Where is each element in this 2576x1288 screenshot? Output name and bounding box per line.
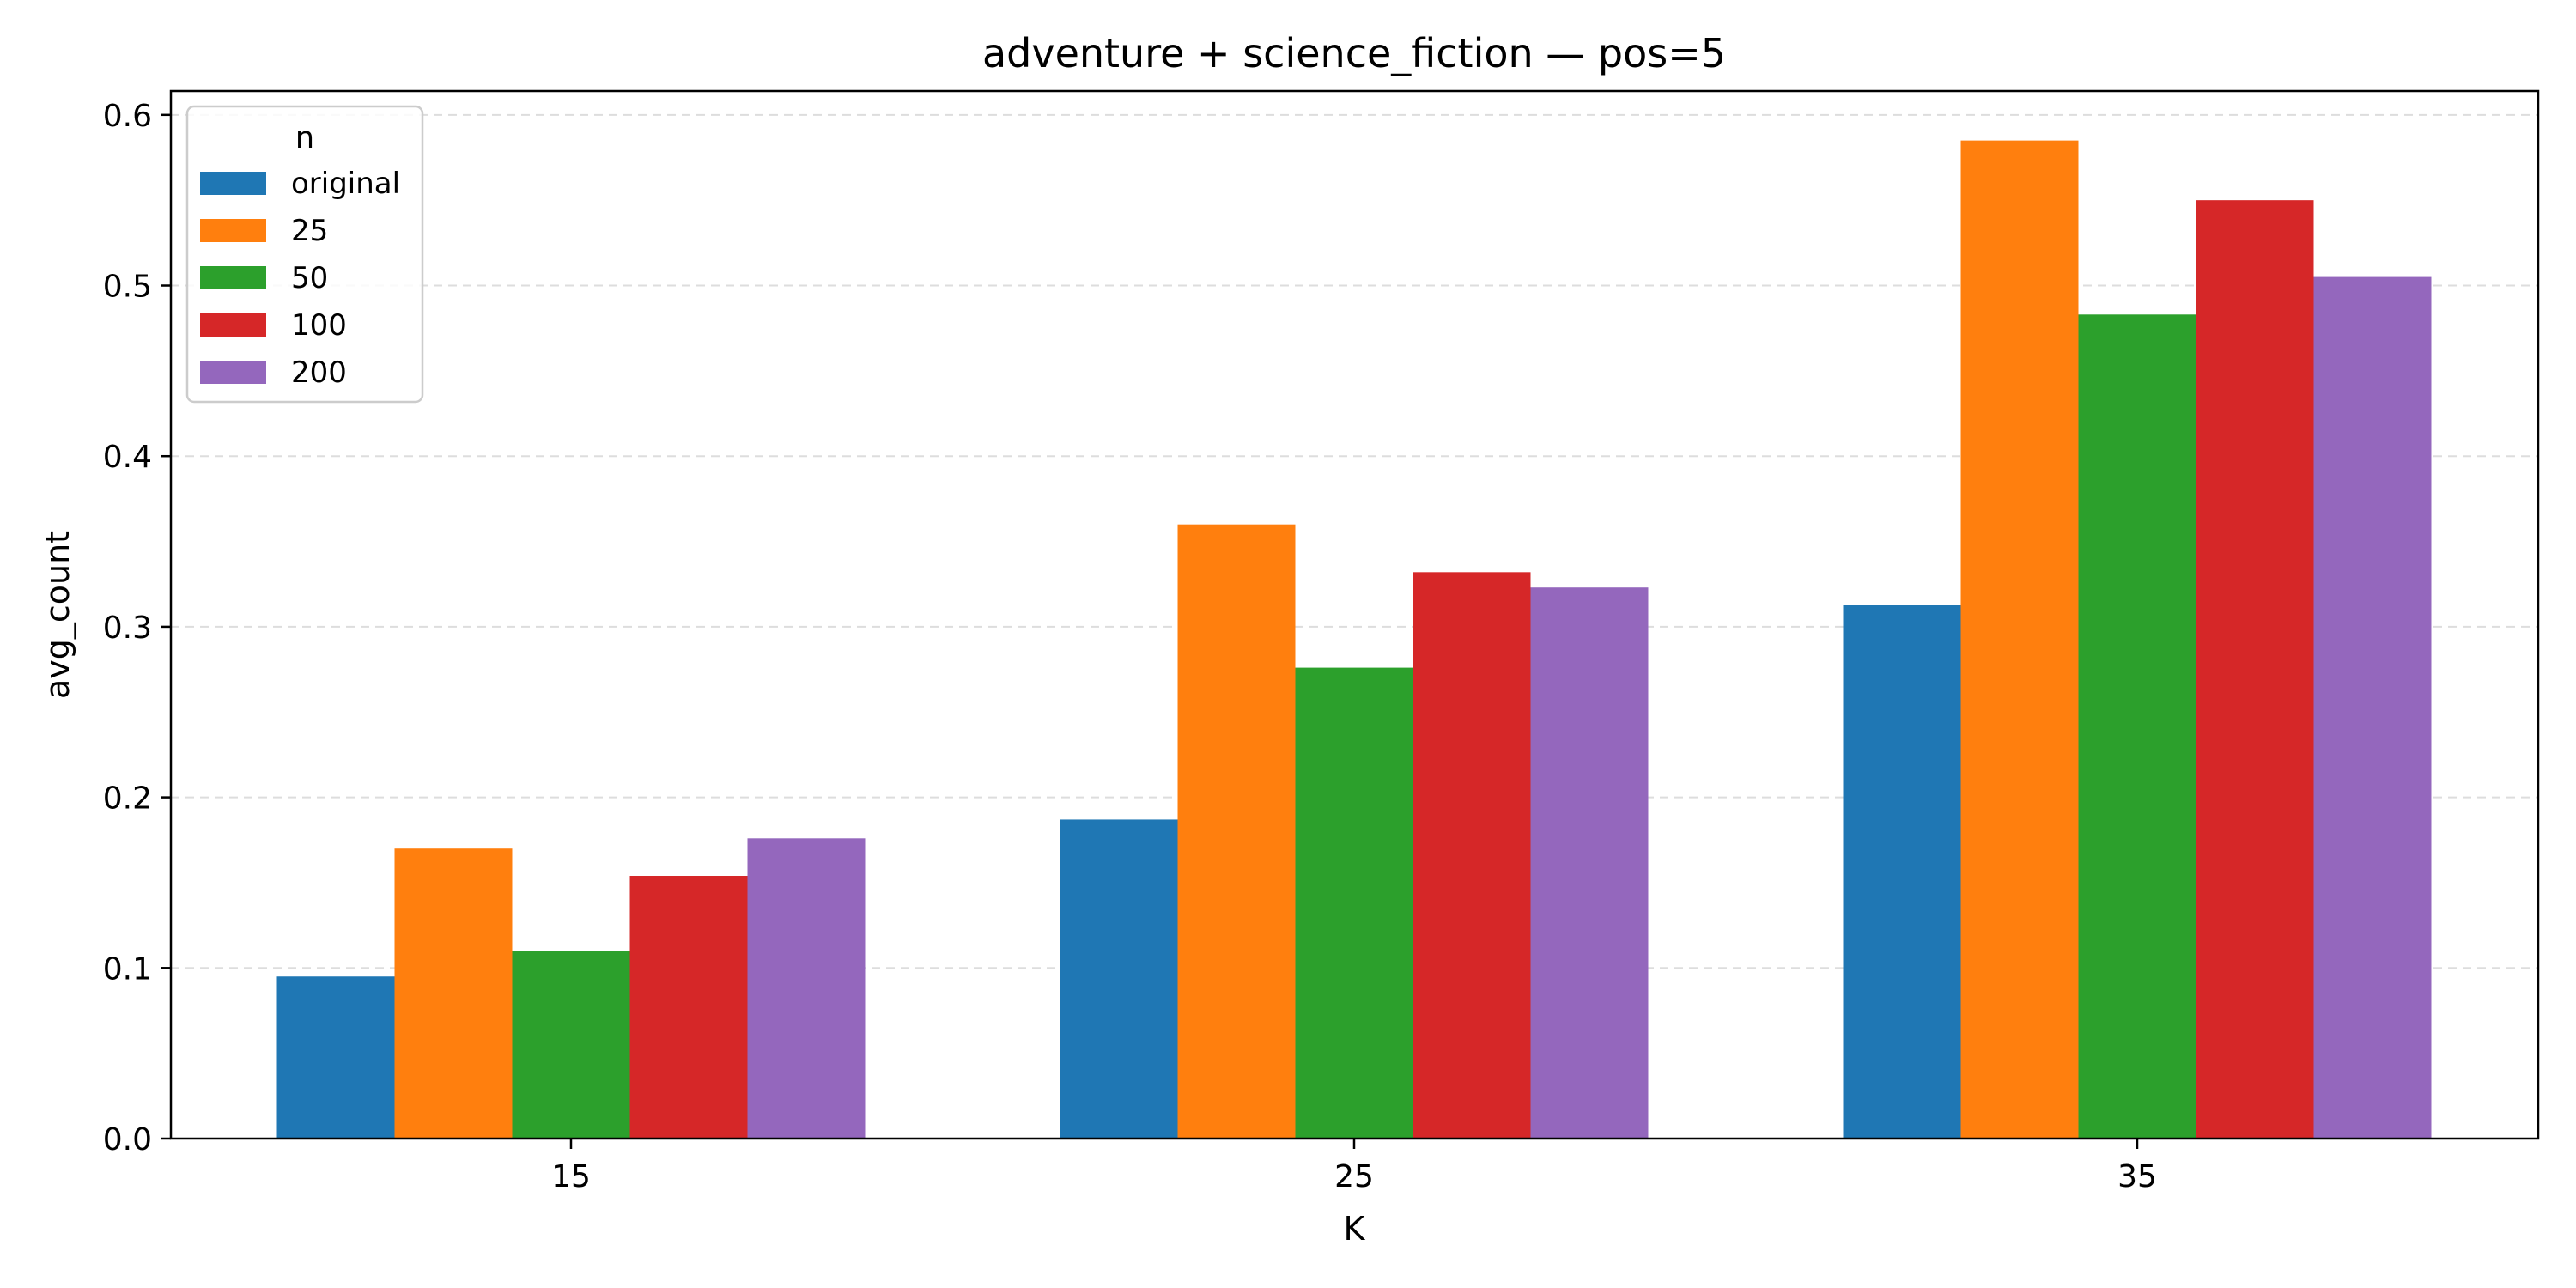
- y-axis-ticks: 0.0 0.1 0.2 0.3 0.4 0.5 0.6: [103, 99, 171, 1157]
- legend-swatch-original: [200, 172, 266, 195]
- chart-title: adventure + science_fiction — pos=5: [982, 30, 1726, 76]
- legend-swatch-25: [200, 219, 266, 242]
- legend-swatch-50: [200, 266, 266, 289]
- legend-label-200: 200: [291, 355, 347, 390]
- bar-25-k35: [1960, 140, 2079, 1139]
- legend: n original 25 50 100 200: [185, 105, 424, 404]
- legend-swatch-100: [200, 313, 266, 337]
- legend-title: n: [295, 121, 314, 155]
- y-tick-label: 0.6: [103, 99, 152, 134]
- y-tick-label: 0.1: [103, 951, 152, 987]
- y-tick-label: 0.2: [103, 781, 152, 817]
- bar-25-k25: [1177, 524, 1296, 1139]
- y-tick-label: 0.0: [103, 1122, 152, 1157]
- x-axis-label: K: [1344, 1210, 1366, 1248]
- bar-25-k15: [394, 848, 513, 1139]
- bars: [276, 140, 2432, 1139]
- x-tick-label: 35: [2117, 1159, 2157, 1194]
- legend-label-50: 50: [291, 261, 328, 295]
- bar-50-k15: [512, 951, 630, 1139]
- bar-100-k25: [1413, 572, 1531, 1139]
- legend-label-100: 100: [291, 308, 347, 343]
- y-tick-label: 0.3: [103, 611, 152, 646]
- bar-original-k35: [1843, 605, 1961, 1139]
- y-axis-label: avg_count: [39, 531, 76, 699]
- bar-100-k35: [2196, 200, 2314, 1139]
- x-tick-label: 25: [1334, 1159, 1374, 1194]
- legend-swatch-200: [200, 361, 266, 384]
- bar-100-k15: [629, 876, 748, 1139]
- bar-original-k25: [1060, 819, 1178, 1139]
- bar-original-k15: [276, 976, 395, 1139]
- bar-50-k25: [1295, 667, 1413, 1139]
- x-axis-ticks: 15 25 35: [551, 1139, 2157, 1194]
- y-tick-label: 0.4: [103, 440, 152, 475]
- y-tick-label: 0.5: [103, 270, 152, 305]
- legend-label-25: 25: [291, 214, 328, 248]
- bar-200-k15: [747, 838, 866, 1139]
- bar-50-k35: [2078, 314, 2196, 1139]
- x-tick-label: 15: [551, 1159, 591, 1194]
- legend-label-original: original: [291, 167, 400, 201]
- bar-200-k25: [1530, 587, 1649, 1139]
- bar-200-k35: [2313, 276, 2432, 1139]
